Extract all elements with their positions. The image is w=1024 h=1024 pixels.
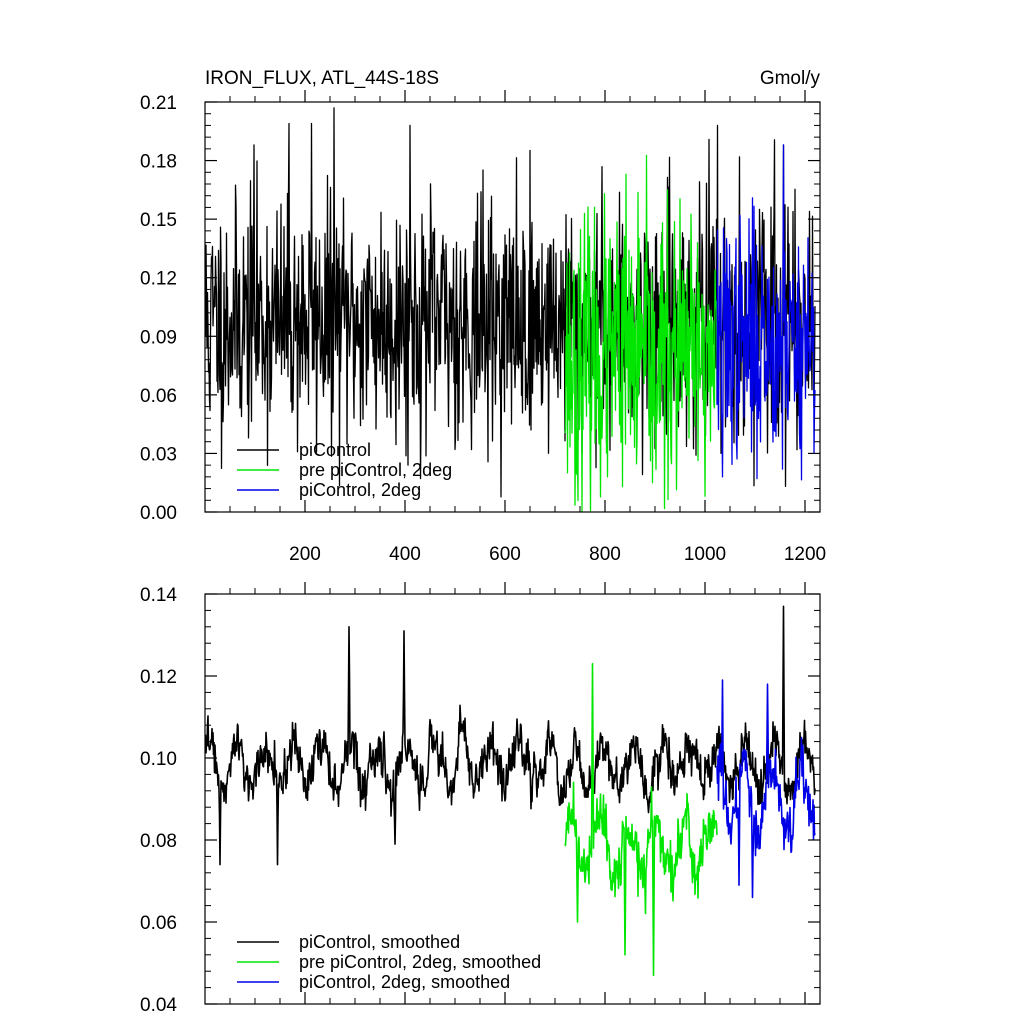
bottom-panel: 0.04 0.06 0.08 0.10 0.12 0.14 piControl, smoo…: [140, 582, 821, 1016]
y-tick-label: 0.14: [140, 585, 177, 606]
y-tick-label: 0.04: [140, 995, 177, 1016]
bottom-plot-frame: [204, 593, 821, 1005]
y-tick-label: 0.03: [140, 444, 177, 465]
x-tick-label: 1000: [684, 544, 726, 565]
series-line-2: [564, 662, 718, 977]
bottom-plot-area: 0.04 0.06 0.08 0.10 0.12 0.14 piControl, smoo…: [140, 582, 821, 1016]
series-line-3: [716, 679, 816, 899]
y-tick-label: 0.06: [140, 913, 177, 934]
x-tick-label: 800: [589, 544, 621, 565]
y-tick-label: 0.10: [140, 749, 177, 770]
series-line-1: [204, 605, 816, 866]
legend-label-3: piControl, 2deg: [299, 480, 421, 500]
y-tick-label: 0.08: [140, 831, 177, 852]
series-line-3: [716, 144, 816, 481]
legend-label-2: pre piControl, 2deg: [299, 460, 452, 480]
x-tick-label: 1200: [784, 544, 826, 565]
y-tick-label: 0.12: [140, 269, 177, 290]
units-label: Gmol/y: [760, 68, 821, 89]
top-panel: IRON_FLUX, ATL_44S-18S Gmol/y 0.000.030.…: [140, 68, 826, 565]
y-tick-label: 0.18: [140, 152, 177, 173]
y-tick-label: 0.12: [140, 667, 177, 688]
legend-label-3: piControl, 2deg, smoothed: [299, 972, 510, 992]
series-line-2: [564, 154, 718, 513]
chart-title: IRON_FLUX, ATL_44S-18S: [205, 68, 439, 89]
x-tick-label: 600: [489, 544, 521, 565]
y-tick-label: 0.00: [140, 503, 177, 524]
y-tick-label: 0.15: [140, 210, 177, 231]
legend-label-1: piControl, smoothed: [299, 932, 460, 952]
x-tick-label: 400: [389, 544, 421, 565]
legend-label-1: piControl: [299, 440, 371, 460]
top-plot-area: 0.00 0.03 0.06 0.09 0.12 0.15 0.18 0.21 200 400 60…: [140, 90, 826, 565]
x-tick-label: 200: [289, 544, 321, 565]
y-tick-label: 0.06: [140, 386, 177, 407]
top-plot-frame: [204, 101, 821, 513]
y-tick-label: 0.21: [140, 93, 177, 114]
y-tick-label: 0.09: [140, 327, 177, 348]
legend-label-2: pre piControl, 2deg, smoothed: [299, 952, 541, 972]
